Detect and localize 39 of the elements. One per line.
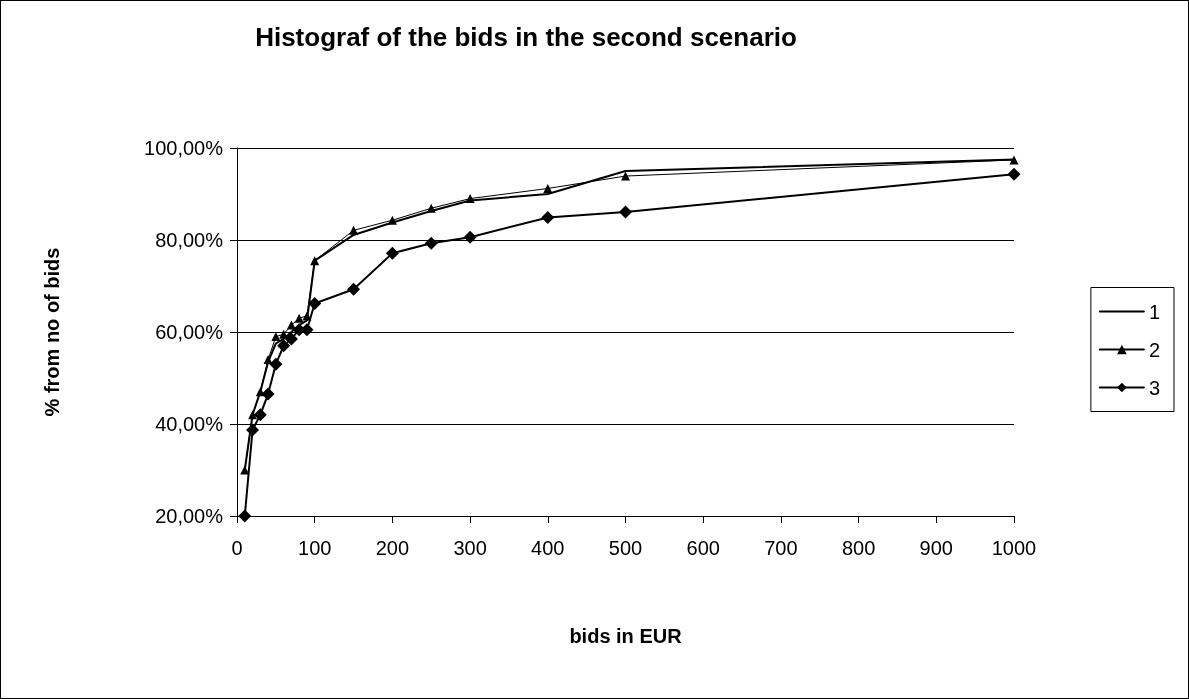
legend-label: 2 bbox=[1148, 338, 1160, 361]
point bbox=[424, 236, 438, 250]
point bbox=[286, 320, 296, 330]
x-tick-label: 700 bbox=[764, 537, 798, 559]
y-tick-label: 40,00% bbox=[155, 413, 224, 435]
x-axis-title: bids in EUR bbox=[569, 625, 683, 647]
point bbox=[294, 313, 304, 323]
point bbox=[385, 246, 399, 260]
y-tick-label: 80,00% bbox=[155, 229, 224, 251]
point bbox=[621, 171, 630, 181]
x-tick-label: 0 bbox=[231, 537, 243, 559]
legend-label: 3 bbox=[1148, 376, 1160, 399]
x-tick-label: 100 bbox=[298, 537, 332, 559]
y-tick-label: 20,00% bbox=[155, 505, 224, 527]
point bbox=[347, 282, 361, 296]
point bbox=[308, 296, 322, 310]
point bbox=[269, 357, 283, 371]
x-tick-label: 300 bbox=[453, 537, 487, 559]
y-tick-label: 100,00% bbox=[144, 137, 224, 159]
point bbox=[619, 205, 632, 219]
point bbox=[543, 183, 553, 193]
x-tick-label: 400 bbox=[531, 537, 565, 559]
x-tick-label: 800 bbox=[841, 537, 876, 559]
x-tick-label: 1000 bbox=[991, 537, 1037, 559]
point bbox=[463, 230, 477, 244]
point bbox=[541, 210, 555, 224]
chart-title: Histograf of the bids in the second scenario bbox=[255, 22, 797, 52]
point bbox=[271, 332, 281, 342]
legend-label: 1 bbox=[1148, 300, 1160, 323]
x-tick-label: 900 bbox=[919, 537, 953, 559]
x-tick-label: 500 bbox=[608, 537, 643, 559]
point bbox=[277, 339, 291, 353]
point bbox=[261, 387, 275, 401]
x-tick-label: 200 bbox=[375, 537, 410, 559]
y-axis-title: % from no of bids bbox=[41, 247, 63, 417]
point bbox=[1007, 167, 1021, 181]
y-tick-label: 60,00% bbox=[155, 321, 224, 343]
point bbox=[253, 408, 267, 422]
x-tick-label: 600 bbox=[686, 537, 720, 559]
